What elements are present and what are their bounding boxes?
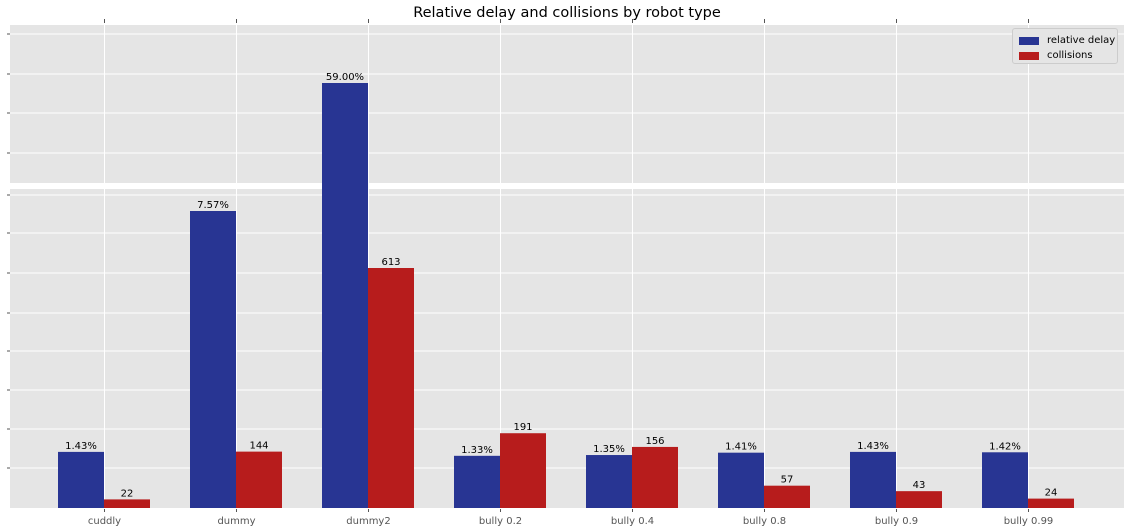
bar-relative-delay-upper-2 [322, 83, 368, 183]
bars [58, 83, 1074, 508]
data-label-collisions-7: 24 [1045, 488, 1058, 499]
data-label-collisions-0: 22 [121, 488, 134, 499]
data-labels: 1.43% 22 7.57% 144 59.00% 613 1.33% 191 1.35% 156… [65, 72, 1057, 499]
bar-collisions-5 [764, 485, 810, 508]
bar-relative-delay-6 [850, 451, 896, 508]
bar-collisions-4 [632, 446, 678, 508]
data-label-relative-delay-0: 1.43% [65, 441, 97, 452]
bar-collisions-0 [104, 499, 150, 508]
plot-panels [10, 25, 1124, 508]
legend-swatch-collisions [1019, 51, 1039, 60]
bar-collisions-3 [500, 433, 546, 508]
upper-panel [10, 25, 1124, 183]
x-tick-label-1: dummy [217, 516, 255, 527]
x-tick-label-0: cuddly [88, 516, 121, 527]
data-label-relative-delay-2: 59.00% [326, 72, 364, 83]
data-label-relative-delay-3: 1.33% [461, 445, 493, 456]
x-tick-label-6: bully 0.9 [875, 516, 918, 527]
legend-label-relative-delay: relative delay [1047, 35, 1116, 46]
data-label-collisions-6: 43 [913, 480, 926, 491]
chart-title: Relative delay and collisions by robot t… [413, 5, 721, 21]
bar-relative-delay-7 [982, 452, 1028, 508]
data-label-collisions-5: 57 [781, 475, 794, 486]
data-label-relative-delay-7: 1.42% [989, 441, 1021, 452]
legend-swatch-relative-delay [1019, 36, 1039, 45]
data-label-collisions-2: 613 [381, 257, 400, 268]
x-tick-label-7: bully 0.99 [1004, 516, 1054, 527]
bar-collisions-6 [896, 491, 942, 508]
legend-item-collisions: collisions [1019, 48, 1117, 63]
bar-relative-delay-5 [718, 452, 764, 508]
x-tick-label-2: dummy2 [346, 516, 390, 527]
data-label-collisions-3: 191 [513, 422, 532, 433]
bar-relative-delay-4 [586, 455, 632, 508]
x-tick-label-3: bully 0.2 [479, 516, 522, 527]
bar-collisions-7 [1028, 498, 1074, 508]
data-label-relative-delay-1: 7.57% [197, 200, 229, 211]
legend-label-collisions: collisions [1047, 50, 1093, 61]
bar-collisions-1 [236, 451, 282, 508]
bar-relative-delay-2 [322, 183, 368, 508]
x-axis-ticks: cuddly dummy dummy2 bully 0.2 bully 0.4 bully… [88, 19, 1053, 527]
bar-relative-delay-3 [454, 455, 500, 508]
data-label-relative-delay-4: 1.35% [593, 444, 625, 455]
bar-collisions-2 [368, 268, 414, 508]
x-tick-label-4: bully 0.4 [611, 516, 654, 527]
data-label-relative-delay-5: 1.41% [725, 442, 757, 453]
data-label-collisions-4: 156 [645, 436, 664, 447]
legend-item-relative-delay: relative delay [1019, 33, 1117, 48]
x-tick-label-5: bully 0.8 [743, 516, 786, 527]
legend: relative delay collisions [1012, 28, 1118, 64]
lower-panel [10, 189, 1124, 508]
bar-relative-delay-0 [58, 451, 104, 508]
data-label-relative-delay-6: 1.43% [857, 441, 889, 452]
bar-relative-delay-1 [190, 211, 236, 508]
data-label-collisions-1: 144 [249, 441, 268, 452]
